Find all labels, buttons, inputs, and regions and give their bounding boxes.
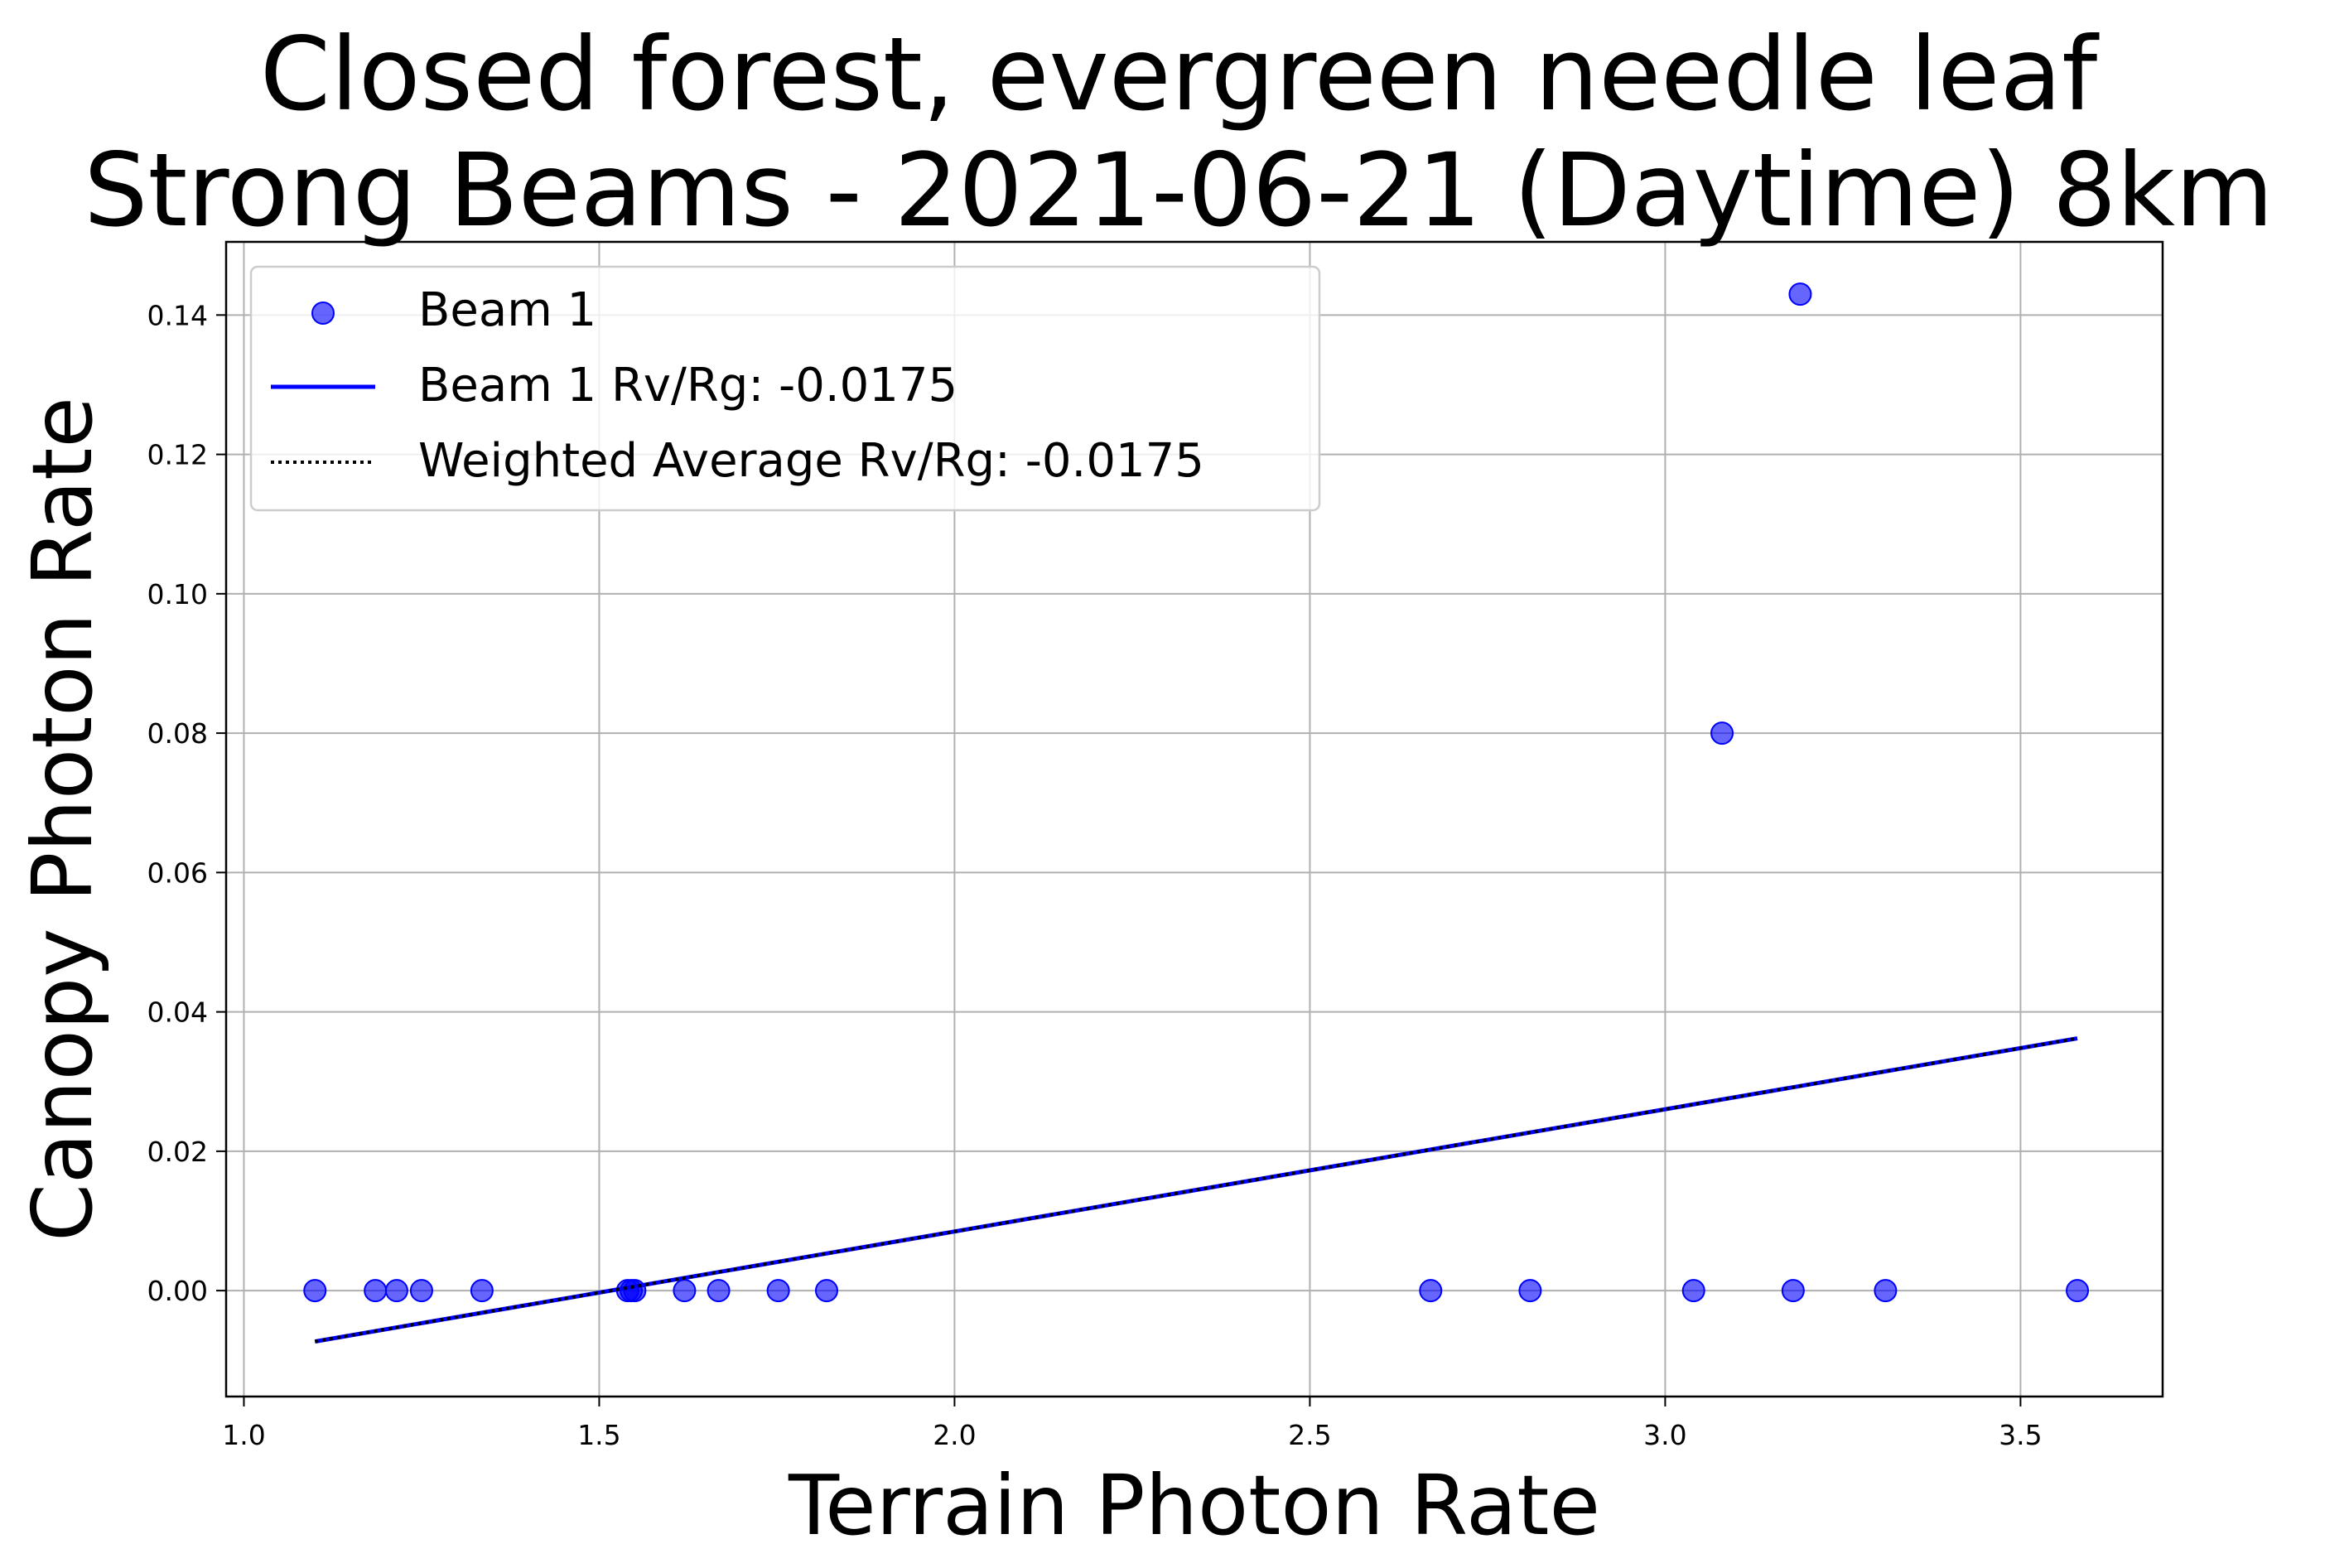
x-tick-label: 3.5 (1999, 1419, 2042, 1451)
x-tick-label: 1.0 (222, 1419, 265, 1451)
y-axis-label: Canopy Photon Rate (14, 397, 111, 1242)
data-point (814, 1279, 838, 1303)
data-point (1781, 1279, 1805, 1303)
data-point (409, 1279, 433, 1303)
data-point (1788, 282, 1812, 306)
x-tick-label: 3.0 (1643, 1419, 1686, 1451)
data-point (623, 1279, 647, 1303)
legend-label-beam-1-fit: Beam 1 Rv/Rg: -0.0175 (418, 359, 957, 413)
fit-line-beam-1 (314, 1036, 2078, 1344)
data-point (364, 1279, 388, 1303)
data-point (766, 1279, 790, 1303)
data-point (384, 1279, 408, 1303)
y-tick-label: 0.06 (147, 856, 208, 889)
x-tick-label: 2.5 (1288, 1419, 1331, 1451)
data-point (1518, 1279, 1542, 1303)
y-tick-label: 0.12 (147, 439, 208, 471)
x-tick-label: 1.5 (577, 1419, 620, 1451)
x-tick-label: 2.0 (933, 1419, 976, 1451)
axis-ticks: 1.0 1.5 2.0 2.5 3.0 3.5 0.00 0.02 0.04 0.06 0.08 0.… (147, 299, 2043, 1451)
plot-area (303, 282, 2090, 1344)
legend-label-weighted-average: Weighted Average Rv/Rg: -0.0175 (418, 434, 1204, 488)
y-tick-label: 0.04 (147, 996, 208, 1029)
data-point (707, 1279, 731, 1303)
data-point (673, 1279, 697, 1303)
plot-frame (224, 240, 2164, 1398)
data-point (2066, 1279, 2090, 1303)
legend-marker-beam-1 (311, 302, 335, 325)
y-tick-label: 0.10 (147, 578, 208, 610)
y-tick-label: 0.00 (147, 1275, 208, 1307)
y-tick-label: 0.08 (147, 717, 208, 750)
chart-title-line-2: Strong Beams - 2021-06-21 (Daytime) 8km (84, 132, 2274, 249)
legend-label-beam-1: Beam 1 (418, 283, 596, 337)
data-point (1710, 721, 1734, 745)
data-point (303, 1279, 327, 1303)
y-tick-label: 0.14 (147, 299, 208, 331)
data-point (470, 1279, 494, 1303)
chart-title-line-1: Closed forest, evergreen needle leaf (260, 16, 2100, 133)
legend-box (249, 265, 1321, 512)
data-point (1419, 1279, 1443, 1303)
y-tick-label: 0.02 (147, 1136, 208, 1168)
legend: Beam 1 Beam 1 Rv/Rg: -0.0175 Weighted Av… (249, 265, 1321, 512)
x-axis-label: Terrain Photon Rate (788, 1457, 1600, 1554)
data-point (1681, 1279, 1705, 1303)
data-point (1874, 1279, 1898, 1303)
